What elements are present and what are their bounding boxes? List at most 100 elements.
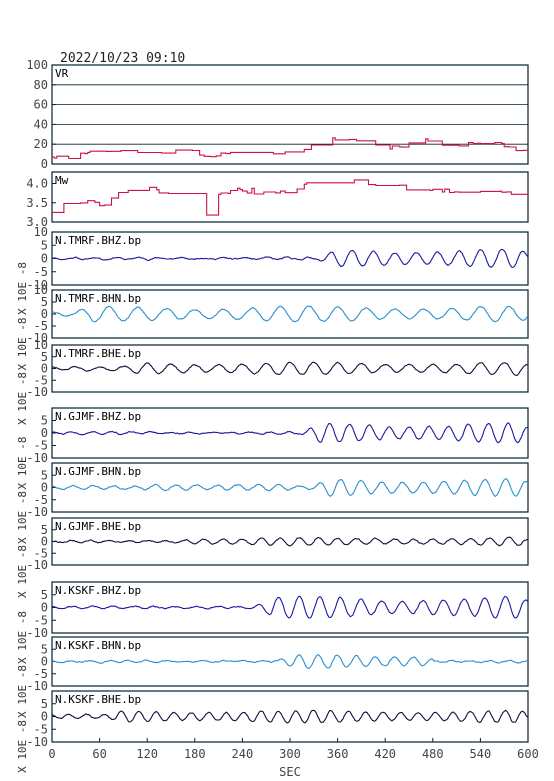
x-tick-label: 360 bbox=[327, 747, 349, 761]
y-tick-label: -5 bbox=[34, 667, 48, 681]
series-line bbox=[51, 248, 529, 269]
y-tick-label: 80 bbox=[34, 78, 48, 92]
y-tick-label: 10 bbox=[34, 338, 48, 352]
y-unit-label: X 10E -8 bbox=[16, 665, 29, 718]
panel-n-kskf-bhe-bp: 5 0-5-10 N.KSKF.BHE.bp X 10E -8 bbox=[16, 690, 529, 773]
series-line bbox=[52, 137, 528, 160]
y-tick-label: 0 bbox=[41, 362, 48, 376]
timestamp-title: 2022/10/23 09:10 bbox=[60, 51, 185, 66]
x-tick-label: 60 bbox=[92, 747, 106, 761]
x-tick-label: 600 bbox=[517, 747, 539, 761]
x-tick-label: 180 bbox=[184, 747, 206, 761]
panel-n-gjmf-bhn-bp: 5 0-5-10 N.GJMF.BHN.bp X 10E -8 bbox=[16, 462, 529, 544]
series-line bbox=[51, 536, 528, 547]
x-tick-label: 420 bbox=[374, 747, 396, 761]
y-unit-label: X 10E -8 bbox=[16, 262, 29, 315]
y-tick-label: 0 bbox=[41, 655, 48, 669]
y-tick-label: -10 bbox=[26, 505, 48, 519]
panel-name-label: Mw bbox=[55, 174, 69, 187]
x-tick-label: 240 bbox=[232, 747, 254, 761]
panel-name-label: N.GJMF.BHN.bp bbox=[55, 465, 141, 478]
y-tick-label: 5 bbox=[41, 588, 48, 602]
y-tick-label: 40 bbox=[34, 117, 48, 131]
y-unit-label: X 10E -8 bbox=[16, 372, 29, 425]
y-tick-label: 4.0 bbox=[26, 177, 48, 191]
y-tick-label: -10 bbox=[26, 331, 48, 345]
x-tick-label: 540 bbox=[470, 747, 492, 761]
y-tick-label: 60 bbox=[34, 98, 48, 112]
y-tick-label: 0 bbox=[41, 601, 48, 615]
y-tick-label: -10 bbox=[26, 278, 48, 292]
y-tick-label: 5 bbox=[41, 697, 48, 711]
y-tick-label: -5 bbox=[34, 373, 48, 387]
y-tick-label: -5 bbox=[34, 722, 48, 736]
y-tick-label: 0 bbox=[41, 481, 48, 495]
series-line bbox=[52, 361, 529, 376]
series-line bbox=[51, 654, 529, 670]
panel-mw: 4.0 3.5 3.0 Mw bbox=[26, 171, 529, 229]
panel-frame bbox=[51, 171, 529, 223]
y-tick-label: 5 bbox=[41, 414, 48, 428]
y-tick-label: 5 bbox=[41, 238, 48, 252]
x-axis-label: SEC bbox=[279, 765, 301, 779]
panel-n-gjmf-bhz-bp: 50-5-10 N.GJMF.BHZ.bp X 10E -8 bbox=[16, 407, 529, 490]
y-tick-label: 0 bbox=[41, 157, 48, 171]
series-line bbox=[51, 595, 529, 619]
y-tick-label: 5 bbox=[41, 523, 48, 537]
y-tick-label: -5 bbox=[34, 265, 48, 279]
panel-name-label: N.KSKF.BHN.bp bbox=[55, 639, 141, 652]
y-unit-label: X 10E -8 bbox=[16, 437, 29, 490]
panel-name-label: N.TMRF.BHZ.bp bbox=[55, 234, 141, 247]
series-line bbox=[51, 422, 529, 444]
panel-name-label: N.GJMF.BHE.bp bbox=[55, 520, 141, 533]
y-tick-label: -5 bbox=[34, 546, 48, 560]
y-unit-label: X 10E -8 bbox=[16, 611, 29, 664]
x-axis: 0 60 120 180 240 300 360 420 480 540 600 bbox=[48, 738, 539, 761]
y-tick-label: -10 bbox=[26, 451, 48, 465]
y-tick-label: 10 bbox=[34, 283, 48, 297]
y-tick-label: -5 bbox=[34, 613, 48, 627]
y-tick-label: -10 bbox=[26, 735, 48, 749]
y-unit-label: X 10E -8 bbox=[16, 491, 29, 544]
panel-frame bbox=[51, 64, 529, 165]
x-tick-label: 120 bbox=[136, 747, 158, 761]
panel-name-label: N.TMRF.BHE.bp bbox=[55, 347, 141, 360]
y-unit-label: X 10E -8 bbox=[16, 720, 29, 773]
panel-vr: 100 80 60 40 20 0 VR bbox=[26, 58, 529, 171]
y-tick-label: 10 bbox=[34, 225, 48, 239]
y-tick-label: -10 bbox=[26, 626, 48, 640]
x-tick-label: 480 bbox=[422, 747, 444, 761]
series-line bbox=[52, 478, 529, 497]
series-line bbox=[52, 709, 529, 724]
panel-n-gjmf-bhe-bp: 50-5-10 N.GJMF.BHE.bp X 10E -8 bbox=[16, 517, 529, 598]
panel-name-label: N.TMRF.BHN.bp bbox=[55, 292, 141, 305]
y-tick-label: -5 bbox=[34, 439, 48, 453]
y-tick-label: 100 bbox=[26, 58, 48, 72]
y-tick-label: 5 bbox=[41, 642, 48, 656]
panels-group: 100806040200VR4.03.53.0Mw1050-5-10N.TMRF… bbox=[16, 58, 529, 773]
panel-n-kskf-bhz-bp: 50-5-10N.KSKF.BHZ.bpX 10E -8 bbox=[16, 581, 529, 664]
y-tick-label: 3.5 bbox=[26, 196, 48, 210]
y-tick-label: 0 bbox=[41, 307, 48, 321]
panel-n-kskf-bhn-bp: 50-5-10N.KSKF.BHN.bpX 10E -8 bbox=[16, 636, 529, 718]
series-line bbox=[51, 305, 529, 323]
x-tick-label: 0 bbox=[48, 747, 55, 761]
y-unit-label: X 10E -8 bbox=[16, 545, 29, 598]
y-tick-label: -10 bbox=[26, 679, 48, 693]
y-tick-label: -10 bbox=[26, 558, 48, 572]
panel-name-label: VR bbox=[55, 67, 69, 80]
y-tick-label: 5 bbox=[41, 350, 48, 364]
panel-name-label: N.KSKF.BHZ.bp bbox=[55, 584, 141, 597]
y-tick-label: -10 bbox=[26, 385, 48, 399]
y-tick-label: 3.0 bbox=[26, 215, 48, 229]
x-tick-label: 300 bbox=[279, 747, 301, 761]
panel-name-label: N.KSKF.BHE.bp bbox=[55, 693, 141, 706]
y-tick-label: 0 bbox=[41, 535, 48, 549]
y-tick-label: 0 bbox=[41, 426, 48, 440]
series-line bbox=[52, 179, 528, 216]
y-tick-label: 20 bbox=[34, 137, 48, 151]
y-tick-label: -5 bbox=[34, 493, 48, 507]
panel-name-label: N.GJMF.BHZ.bp bbox=[55, 410, 141, 423]
